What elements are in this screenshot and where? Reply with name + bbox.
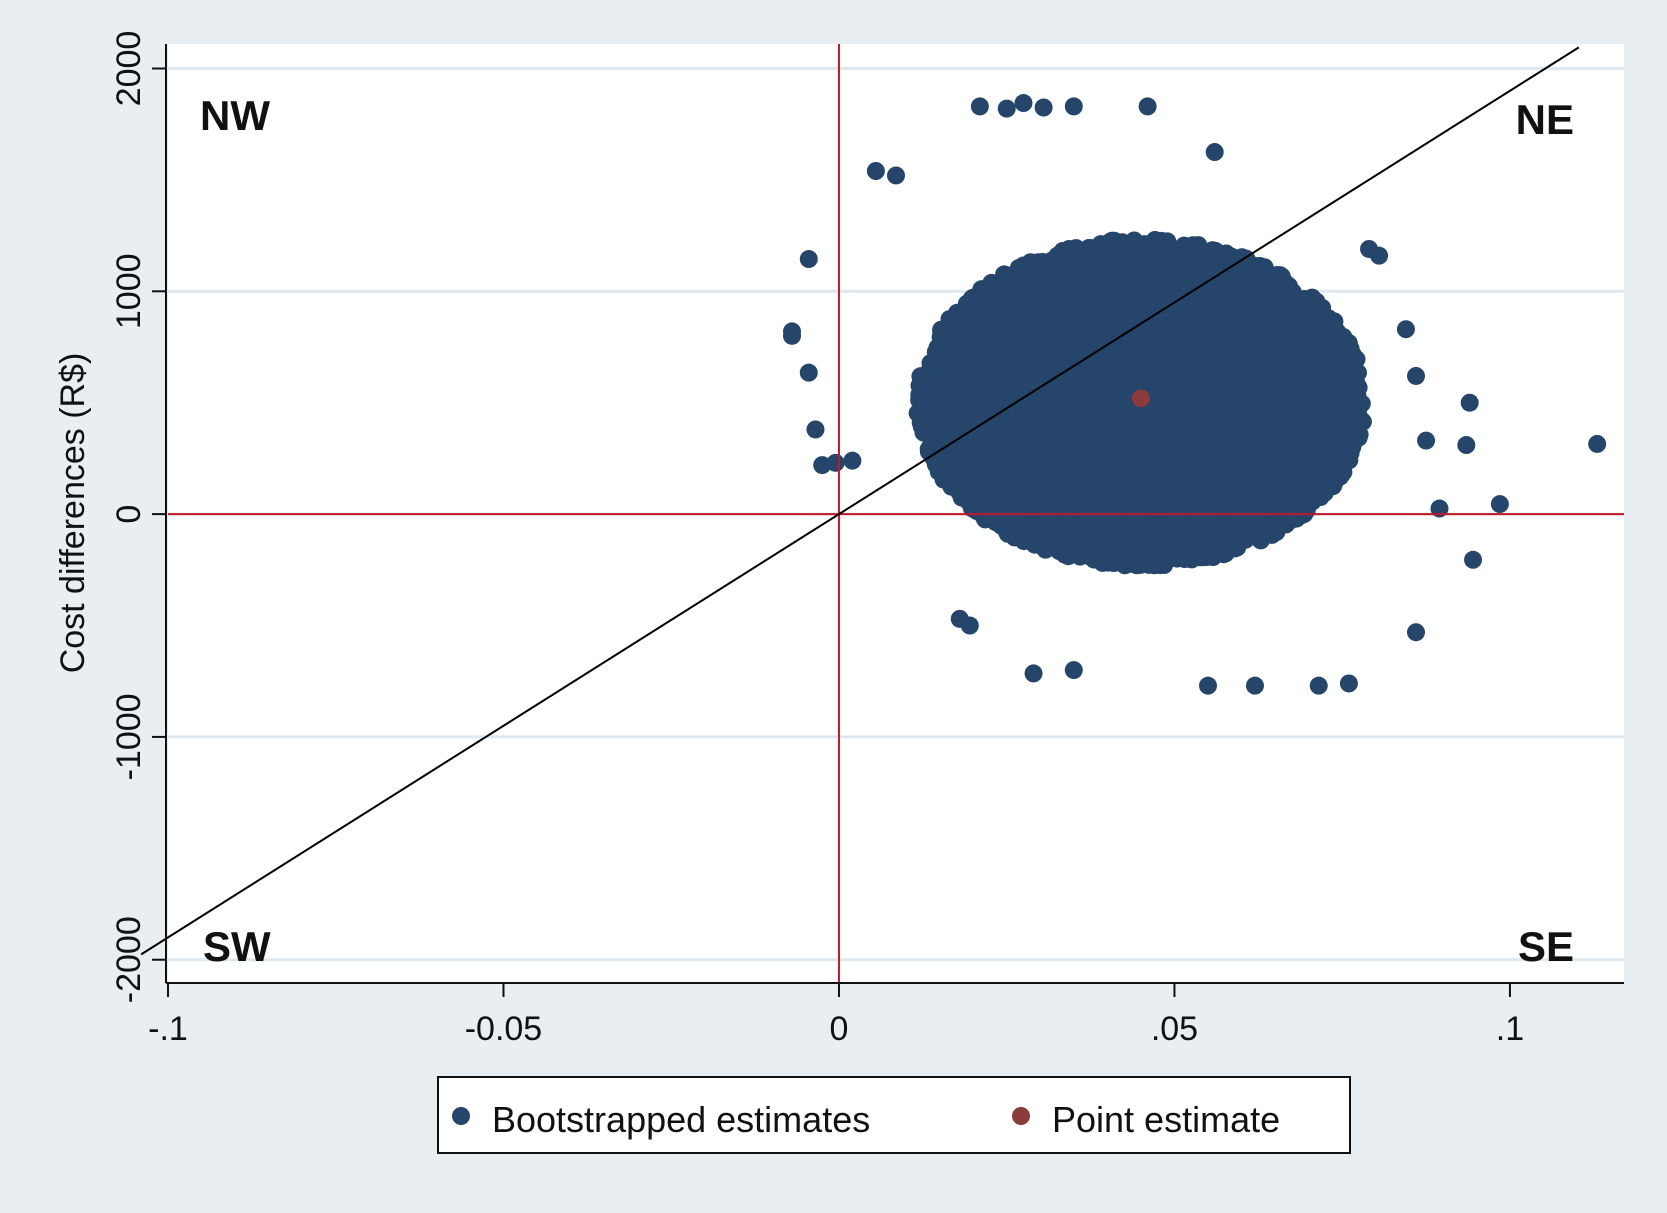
bootstrap-point — [1343, 412, 1362, 430]
bootstrap-point — [1195, 488, 1214, 507]
bootstrap-point — [954, 354, 973, 373]
bootstrap-point — [1095, 497, 1114, 516]
bootstrap-point — [1045, 256, 1064, 275]
bootstrap-point — [1102, 257, 1121, 276]
bootstrap-point — [1149, 474, 1168, 493]
bootstrap-point — [1306, 383, 1325, 402]
bootstrap-point — [1084, 515, 1103, 534]
bootstrap-point — [1200, 337, 1218, 356]
bootstrap-point — [1246, 358, 1265, 377]
bootstrap-point — [911, 367, 930, 386]
bootstrap-point — [1082, 325, 1101, 344]
bootstrap-point — [955, 453, 974, 472]
bootstrap-point — [1097, 364, 1116, 383]
bootstrap-point — [1286, 466, 1304, 485]
bootstrap-point — [1272, 341, 1290, 360]
bootstrap-point — [1167, 270, 1186, 289]
bootstrap-point — [1145, 338, 1164, 357]
bootstrap-point — [1112, 332, 1131, 351]
bootstrap-point — [1303, 454, 1322, 472]
bootstrap-point — [1204, 369, 1222, 387]
bootstrap-point — [1175, 246, 1193, 265]
bootstrap-point — [1029, 269, 1048, 288]
bootstrap-point — [1283, 414, 1302, 433]
bootstrap-point — [1120, 272, 1139, 291]
bootstrap-point — [1073, 478, 1092, 497]
bootstrap-point — [1007, 411, 1026, 430]
bootstrap-point — [915, 410, 934, 428]
bootstrap-point — [1285, 393, 1304, 412]
bootstrap-point — [1019, 354, 1038, 373]
bootstrap-point — [1285, 347, 1304, 366]
bootstrap-point — [1020, 371, 1039, 389]
bootstrap-point — [1204, 310, 1223, 329]
bootstrap-point — [1325, 313, 1344, 332]
bootstrap-point — [1342, 345, 1361, 364]
bootstrap-point — [1052, 446, 1071, 465]
bootstrap-point — [1326, 355, 1345, 374]
bootstrap-point — [1094, 301, 1113, 320]
bootstrap-point — [964, 288, 983, 307]
bootstrap-point — [997, 425, 1016, 444]
bootstrap-point — [995, 265, 1014, 284]
bootstrap-point — [992, 279, 1011, 298]
bootstrap-point — [1139, 528, 1158, 547]
bootstrap-point — [1303, 397, 1322, 416]
bootstrap-point — [1206, 241, 1225, 260]
bootstrap-point — [1155, 255, 1174, 274]
bootstrap-point — [1153, 525, 1172, 544]
bootstrap-point — [1114, 290, 1133, 309]
bootstrap-point — [1156, 369, 1175, 388]
bootstrap-point — [1267, 400, 1285, 419]
bootstrap-point — [1262, 274, 1281, 293]
bootstrap-point — [989, 409, 1008, 427]
bootstrap-cloud — [908, 231, 1372, 575]
bootstrap-point — [1126, 528, 1145, 547]
bootstrap-point — [1264, 481, 1283, 500]
bootstrap-point — [1297, 495, 1316, 513]
bootstrap-point — [1141, 352, 1160, 371]
bootstrap-point — [1326, 407, 1345, 426]
bootstrap-point — [1153, 429, 1172, 448]
